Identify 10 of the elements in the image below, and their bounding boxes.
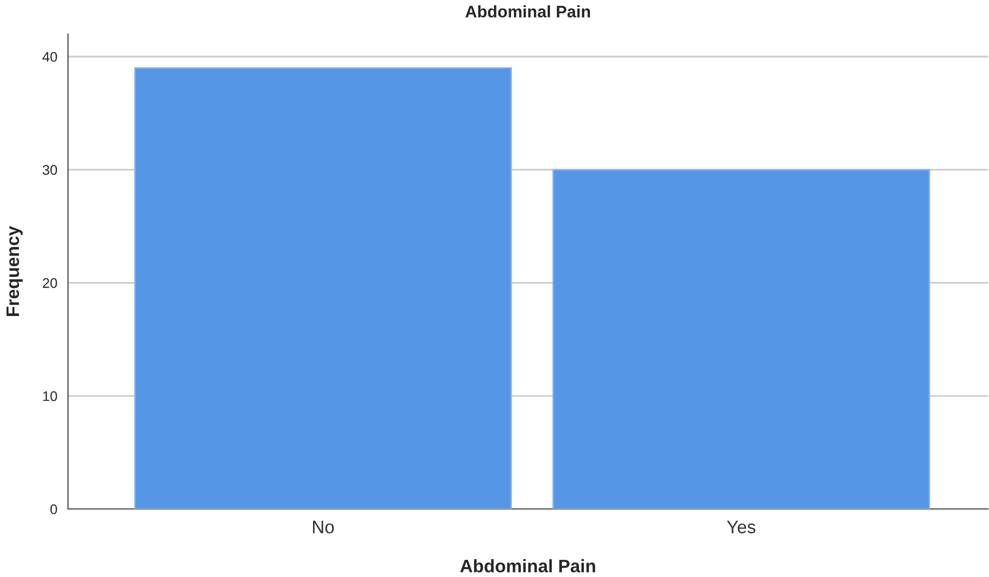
y-axis-title: Frequency	[6, 226, 23, 316]
x-tick-label: No	[313, 520, 334, 534]
x-axis-title: Abdominal Pain	[460, 559, 596, 572]
y-tick-label: 0	[50, 504, 58, 514]
y-tick-label: 30	[42, 165, 58, 175]
y-tick-label: 20	[42, 278, 58, 288]
y-tick-label: 10	[43, 391, 58, 402]
chart-title: Abdominal Pain	[465, 5, 590, 18]
x-tick-label: Yes	[726, 520, 756, 534]
y-tick-label: 40	[42, 52, 58, 62]
